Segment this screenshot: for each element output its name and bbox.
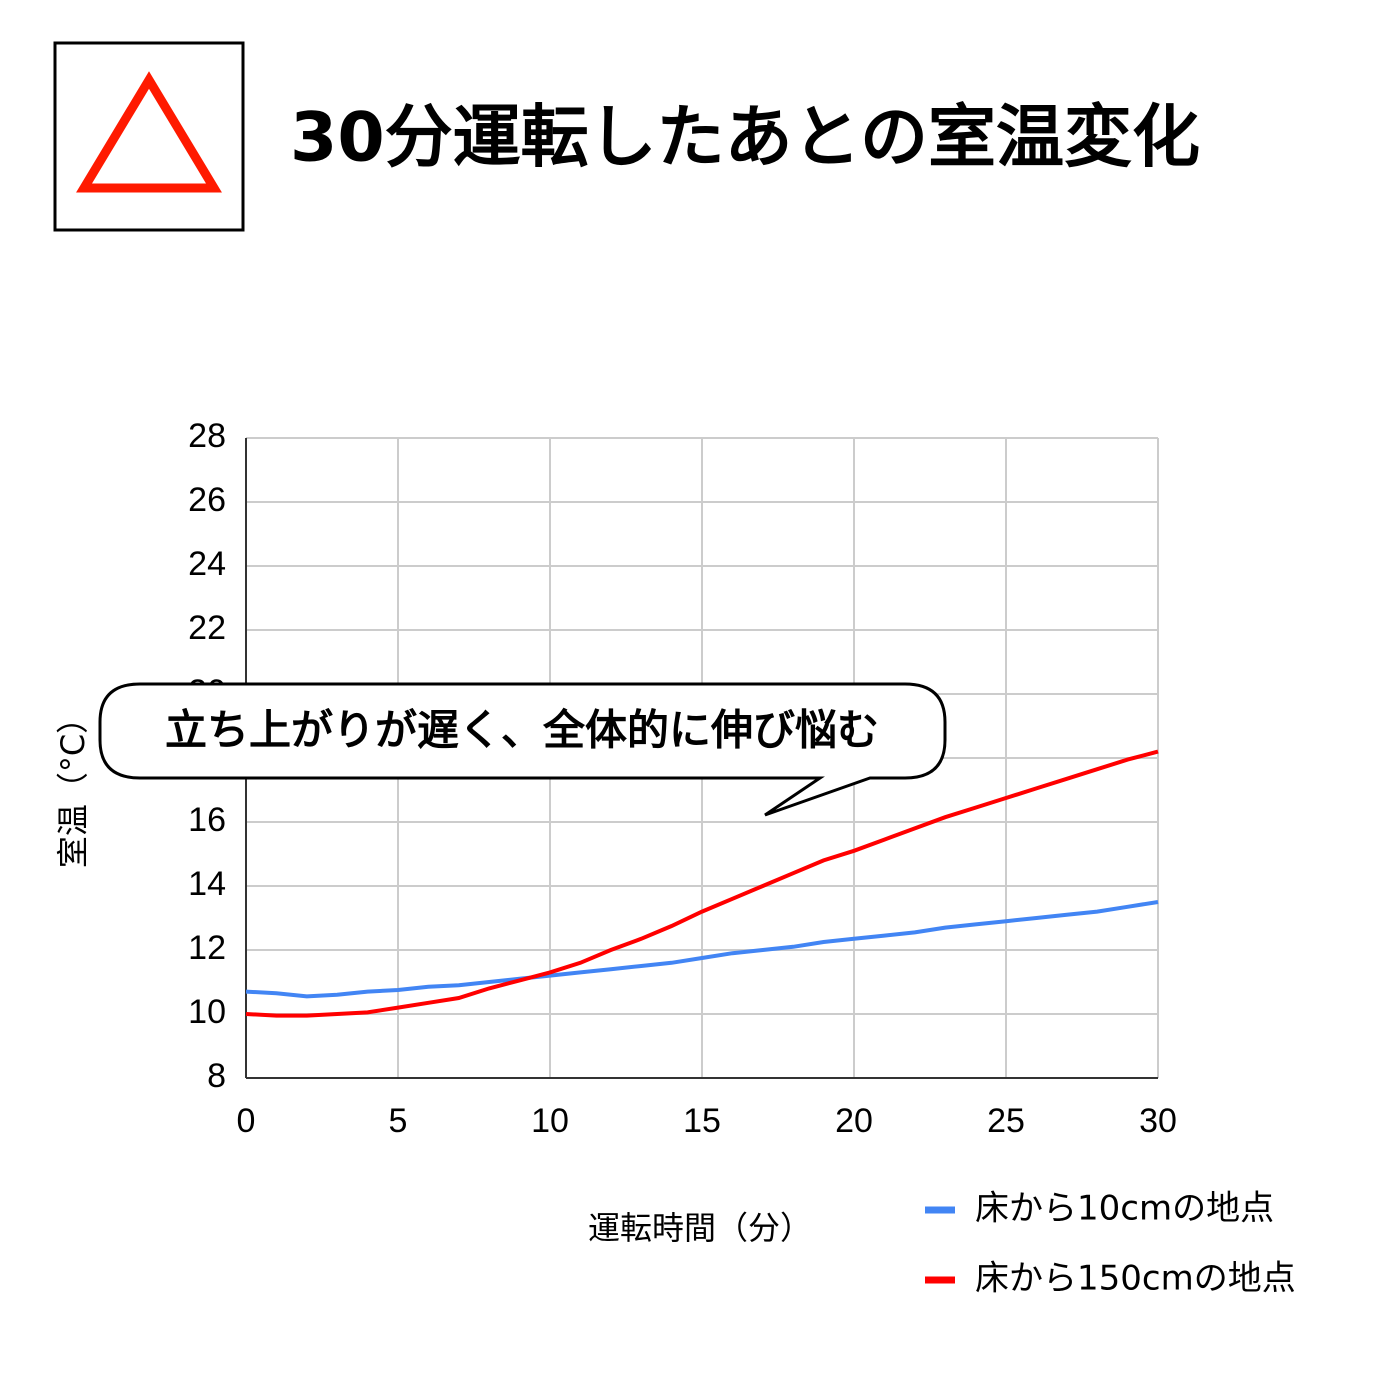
y-axis-label: 室温（°C）	[54, 702, 92, 868]
x-tick-label: 5	[389, 1102, 408, 1140]
y-tick-label: 28	[188, 417, 226, 455]
x-axis-label: 運転時間（分）	[588, 1209, 812, 1247]
y-tick-label: 26	[188, 481, 226, 519]
legend-label: 床から10cmの地点	[975, 1189, 1274, 1229]
x-tick-label: 30	[1139, 1102, 1177, 1140]
x-tick-label: 25	[987, 1102, 1025, 1140]
y-tick-label: 22	[188, 609, 226, 647]
triangle-icon	[76, 71, 222, 193]
y-tick-label: 8	[207, 1057, 226, 1095]
icon-box	[53, 41, 245, 232]
chart-title: 30分運転したあとの室温変化	[290, 99, 1200, 178]
x-tick-label: 0	[237, 1102, 256, 1140]
y-tick-label: 10	[188, 993, 226, 1031]
y-tick-label: 14	[188, 865, 226, 903]
legend-label: 床から150cmの地点	[975, 1259, 1296, 1299]
callout-bubble	[98, 682, 947, 817]
callout: 立ち上がりが遅く、全体的に伸び悩む	[98, 682, 947, 817]
y-tick-label: 16	[188, 801, 226, 839]
x-tick-label: 20	[835, 1102, 873, 1140]
series-line	[245, 749, 1159, 1018]
y-tick-label: 24	[188, 545, 226, 583]
series-line	[245, 900, 1159, 999]
x-tick-label: 10	[531, 1102, 569, 1140]
callout-text: 立ち上がりが遅く、全体的に伸び悩む	[165, 706, 879, 755]
x-tick-label: 15	[683, 1102, 721, 1140]
y-tick-label: 12	[188, 929, 226, 967]
